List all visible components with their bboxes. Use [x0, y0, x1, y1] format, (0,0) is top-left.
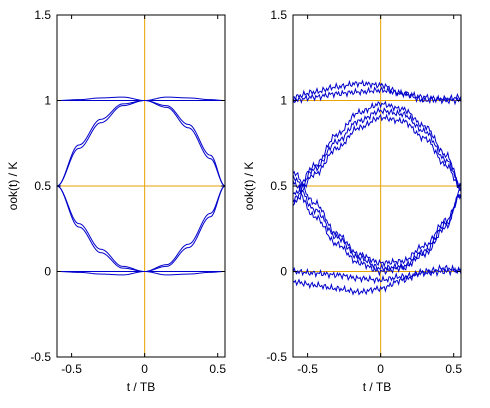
y-tick-label: 0.5 [34, 179, 51, 193]
series-line-4 [292, 266, 462, 285]
y-tick-label: 0.5 [270, 179, 287, 193]
series-line-2 [292, 85, 462, 106]
x-tick-label: 0.5 [445, 362, 462, 376]
y-tick-label: 0 [44, 265, 51, 279]
y-tick-label: 1 [280, 94, 287, 108]
y-tick-label: 1.5 [270, 8, 287, 22]
x-tick-label: -0.5 [61, 362, 82, 376]
y-tick-label: 1.5 [34, 8, 51, 22]
series-line-6 [292, 106, 462, 204]
y-axis-label: ook(t) / K [242, 162, 256, 211]
x-axis-label: t / TB [127, 380, 155, 394]
series-line-8 [292, 170, 462, 268]
y-tick-label: 0 [280, 265, 287, 279]
x-tick-label: 0 [377, 362, 384, 376]
x-tick-label: 0 [141, 362, 148, 376]
series-line-1 [292, 79, 462, 105]
x-tick-label: -0.5 [297, 362, 318, 376]
y-tick-label: 1 [44, 94, 51, 108]
x-tick-label: 0.5 [209, 362, 226, 376]
y-tick-label: -0.5 [30, 350, 51, 364]
series-line-1 [56, 96, 226, 102]
y-axis-label: ook(t) / K [6, 162, 20, 211]
chart-panel-1: -0.5 0 0.5 -0.5 0 0.5 1 1.5 t / TB ook(t) / K [6, 8, 226, 394]
series-line-10 [292, 180, 462, 277]
series-line-5 [292, 100, 462, 196]
series-line-9 [292, 174, 462, 272]
series-line-8 [56, 185, 226, 273]
series-line-3 [56, 270, 226, 276]
y-tick-label: -0.5 [266, 350, 287, 364]
series-line-7 [292, 113, 462, 206]
x-axis-label: t / TB [363, 380, 391, 394]
series-line-3 [292, 264, 462, 296]
chart-panel-2: -0.5 0 0.5 -0.5 0 0.5 1 1.5 t / TB ook(t) / K [242, 8, 462, 394]
series-line-6 [56, 99, 226, 187]
